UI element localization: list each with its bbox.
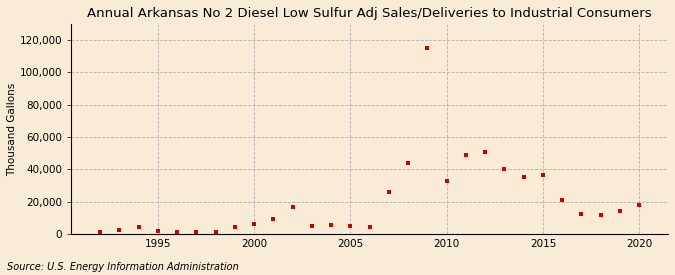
Point — [480, 149, 491, 154]
Point — [460, 153, 471, 157]
Point — [211, 230, 221, 235]
Point — [537, 173, 548, 177]
Point — [306, 224, 317, 228]
Point — [249, 222, 260, 226]
Point — [576, 211, 587, 216]
Point — [268, 217, 279, 222]
Point — [403, 161, 414, 165]
Point — [345, 224, 356, 228]
Y-axis label: Thousand Gallons: Thousand Gallons — [7, 82, 17, 175]
Title: Annual Arkansas No 2 Diesel Low Sulfur Adj Sales/Deliveries to Industrial Consum: Annual Arkansas No 2 Diesel Low Sulfur A… — [87, 7, 652, 20]
Point — [634, 203, 645, 207]
Point — [172, 229, 183, 234]
Point — [518, 174, 529, 179]
Point — [230, 224, 240, 229]
Point — [95, 230, 106, 234]
Point — [153, 229, 163, 233]
Point — [595, 212, 606, 217]
Point — [557, 198, 568, 202]
Point — [326, 223, 337, 227]
Point — [191, 230, 202, 235]
Point — [288, 205, 298, 210]
Point — [134, 225, 144, 230]
Point — [114, 228, 125, 233]
Point — [499, 167, 510, 172]
Point — [614, 208, 625, 213]
Point — [441, 178, 452, 183]
Point — [383, 190, 394, 194]
Point — [364, 225, 375, 230]
Point — [422, 46, 433, 50]
Text: Source: U.S. Energy Information Administration: Source: U.S. Energy Information Administ… — [7, 262, 238, 272]
